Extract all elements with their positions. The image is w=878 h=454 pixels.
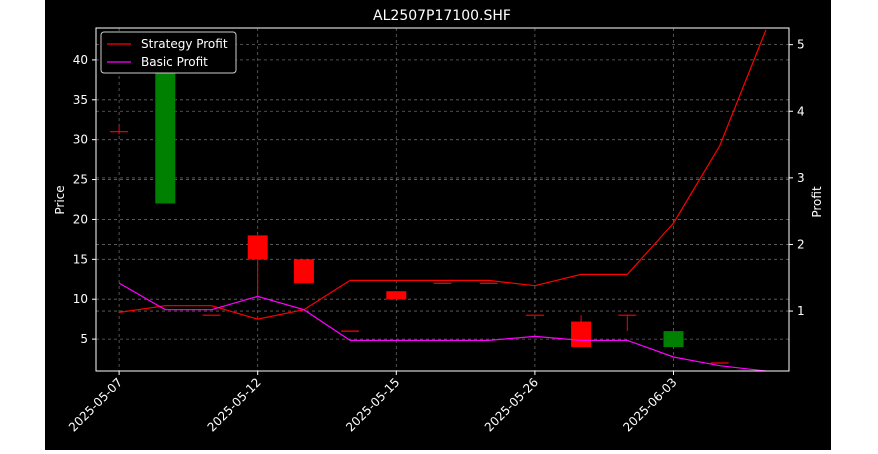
right-tick-label: 4	[797, 104, 805, 118]
x-tick-label: 2025-06-03	[620, 375, 679, 434]
left-tick-label: 10	[73, 292, 88, 306]
left-tick-label: 35	[73, 93, 88, 107]
candle-body	[386, 291, 407, 300]
grid-lines	[96, 28, 789, 371]
legend-label-basic: Basic Profit	[141, 55, 208, 69]
x-tick-label: 2025-05-07	[66, 375, 125, 434]
candle-body	[663, 331, 684, 348]
x-tick-label: 2025-05-15	[343, 375, 402, 434]
chart-title: AL2507P17100.SHF	[373, 8, 511, 24]
left-tick-label: 30	[73, 133, 88, 147]
left-tick-label: 15	[73, 252, 88, 266]
candle-body	[155, 43, 176, 204]
x-tick-label: 2025-05-12	[205, 375, 264, 434]
left-tick-label: 40	[73, 53, 88, 67]
legend-box	[100, 31, 237, 74]
left-tick-label: 25	[73, 173, 88, 187]
chart-figure: AL2507P17100.SHF 5 10 15 20 25 30 35 40 1 2 3 4 5 2…	[45, 0, 831, 450]
series-line-1	[118, 282, 766, 372]
right-tick-label: 1	[797, 304, 805, 318]
right-tick-label: 2	[797, 237, 805, 251]
left-axis-ticks: 5 10 15 20 25 30 35 40	[73, 53, 96, 346]
right-tick-label: 3	[797, 171, 805, 185]
profit-lines	[118, 29, 767, 372]
candle-body	[293, 259, 314, 284]
x-tick-label: 2025-05-26	[482, 375, 541, 434]
chart-svg: AL2507P17100.SHF 5 10 15 20 25 30 35 40 1 2 3 4 5 2…	[53, 8, 824, 434]
left-tick-label: 5	[80, 332, 88, 346]
series-line-0	[119, 29, 767, 320]
legend-label-strategy: Strategy Profit	[141, 37, 228, 51]
right-axis-label: Profit	[810, 186, 824, 218]
candle-body	[247, 235, 268, 260]
candle-body	[571, 321, 592, 348]
left-tick-label: 20	[73, 212, 88, 226]
x-axis-ticks: 2025-05-07 2025-05-12 2025-05-15 2025-05-26…	[66, 371, 680, 434]
plot-frame	[95, 27, 790, 372]
right-tick-label: 5	[797, 38, 805, 52]
legend: Strategy Profit Basic Profit	[100, 31, 237, 74]
candlesticks	[110, 43, 729, 364]
right-axis-ticks: 1 2 3 4 5	[789, 38, 805, 318]
left-axis-label: Price	[53, 185, 67, 214]
